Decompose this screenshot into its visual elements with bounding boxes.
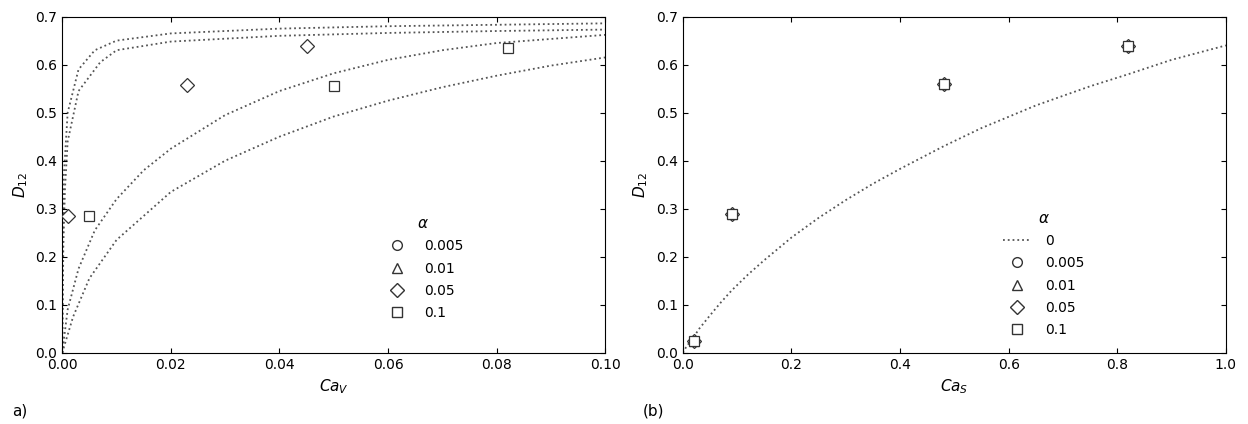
X-axis label: $Ca_S$: $Ca_S$ [940, 377, 968, 396]
Y-axis label: $D_{12}$: $D_{12}$ [11, 172, 30, 198]
X-axis label: $Ca_V$: $Ca_V$ [318, 377, 348, 396]
Legend: 0.005, 0.01, 0.05, 0.1: 0.005, 0.01, 0.05, 0.1 [377, 210, 469, 326]
Legend: 0, 0.005, 0.01, 0.05, 0.1: 0, 0.005, 0.01, 0.05, 0.1 [998, 205, 1090, 343]
Y-axis label: $D_{12}$: $D_{12}$ [631, 172, 650, 198]
Text: (b): (b) [643, 404, 664, 418]
Text: a): a) [12, 404, 27, 418]
